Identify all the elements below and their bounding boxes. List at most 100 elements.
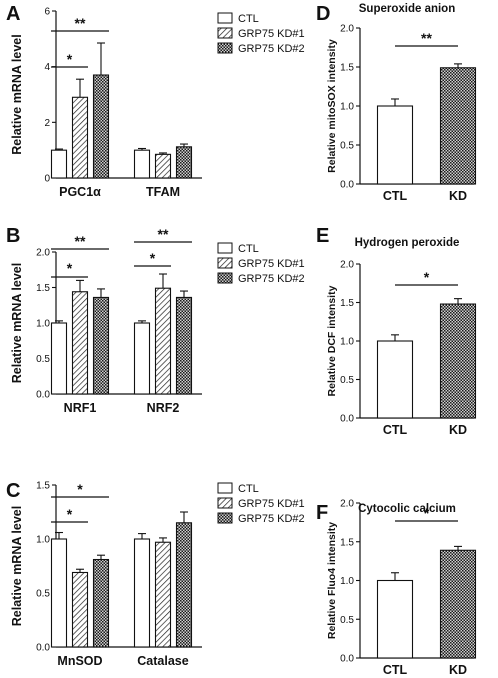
y-tick-label: 1.5 <box>340 537 354 548</box>
legend-label: CTL <box>238 13 259 25</box>
significance-star: * <box>424 505 430 521</box>
panel-b: B 0.0 0.5 1.0 1.5 2.0 Relative mRNA level NRF1 N… <box>6 225 305 415</box>
y-tick-label: 1.5 <box>340 298 354 309</box>
y-axis-label: Relative Fluo4 intensity <box>326 522 338 639</box>
bar <box>439 549 477 659</box>
y-tick-label: 0.0 <box>340 654 354 665</box>
y-tick-label: 0.5 <box>340 141 354 152</box>
significance-star: * <box>77 481 83 497</box>
panel-e: E Hydrogen peroxide 0.0 0.5 1.0 1.5 2.0 Relativ… <box>316 225 477 437</box>
y-axis-label: Relative mRNA level <box>10 263 24 383</box>
bar <box>133 538 151 648</box>
y-tick-label: 2.0 <box>36 248 50 259</box>
panel-letter: D <box>316 3 330 25</box>
legend-label: CTL <box>238 483 259 495</box>
y-tick-label: 6 <box>44 7 50 18</box>
bar <box>133 149 151 179</box>
y-tick-label: 1.5 <box>36 481 50 492</box>
legend-swatch <box>217 27 233 39</box>
bar <box>50 538 68 648</box>
bar <box>133 322 151 395</box>
bar <box>50 149 68 179</box>
bar <box>71 96 89 179</box>
y-tick-label: 1.0 <box>340 102 354 113</box>
legend-label: GRP75 KD#2 <box>238 513 305 525</box>
significance-star: ** <box>158 226 169 242</box>
bar <box>376 340 414 419</box>
y-tick-label: 0.5 <box>340 615 354 626</box>
y-axis-label: Relative mitoSOX intensity <box>326 39 338 173</box>
y-axis-label: Relative mRNA level <box>10 506 24 626</box>
y-tick-label: 0 <box>44 174 50 185</box>
category-label: KD <box>449 423 467 437</box>
bar <box>71 571 89 648</box>
bar <box>175 146 193 179</box>
y-tick-label: 0.5 <box>36 589 50 600</box>
chart-title: Superoxide anion <box>359 3 456 15</box>
bar <box>92 296 110 395</box>
panel-c: C 0.0 0.5 1.0 1.5 Relative mRNA level MnSOD Cat… <box>6 480 305 668</box>
panel-letter: C <box>6 480 20 502</box>
bar <box>154 541 172 648</box>
category-label: CTL <box>383 423 408 437</box>
legend-swatch <box>217 242 233 254</box>
category-label: CTL <box>383 189 408 203</box>
legend-swatch <box>217 42 233 54</box>
y-tick-label: 1.5 <box>36 283 50 294</box>
legend-swatch <box>217 512 233 524</box>
legend-swatch <box>217 257 233 269</box>
bar <box>175 522 193 648</box>
panel-letter: F <box>316 502 328 524</box>
bar <box>175 296 193 395</box>
y-tick-label: 2.0 <box>340 260 354 271</box>
bar <box>376 579 414 659</box>
significance-star: ** <box>75 15 86 31</box>
bar <box>92 74 110 179</box>
y-tick-label: 4 <box>44 62 50 73</box>
legend-swatch <box>217 497 233 509</box>
y-tick-label: 0.0 <box>340 414 354 425</box>
y-tick-label: 0.0 <box>36 390 50 401</box>
legend-label: GRP75 KD#1 <box>238 258 305 270</box>
y-axis-label: Relative DCF intensity <box>326 285 338 396</box>
legend-label: GRP75 KD#1 <box>238 28 305 40</box>
category-label: NRF1 <box>64 401 97 415</box>
y-tick-label: 2.0 <box>340 24 354 35</box>
significance-star: * <box>67 51 73 67</box>
chart-title: Cytocolic calcium <box>358 503 456 515</box>
legend-swatch <box>217 482 233 494</box>
panel-letter: B <box>6 225 20 247</box>
legend-label: GRP75 KD#2 <box>238 43 305 55</box>
category-label: NRF2 <box>147 401 180 415</box>
panel-d: D Superoxide anion 0.0 0.5 1.0 1.5 2.0Relative… <box>316 3 477 203</box>
category-label: CTL <box>383 663 408 677</box>
significance-star: * <box>150 250 156 266</box>
category-label: TFAM <box>146 185 180 199</box>
bar <box>71 291 89 395</box>
y-tick-label: 2.0 <box>340 499 354 510</box>
significance-star: * <box>67 260 73 276</box>
legend-label: CTL <box>238 243 259 255</box>
y-tick-label: 1.0 <box>36 319 50 330</box>
bar <box>92 558 110 648</box>
bar <box>376 105 414 185</box>
significance-star: * <box>67 506 73 522</box>
y-tick-label: 0.0 <box>340 180 354 191</box>
category-label: Catalase <box>137 654 188 668</box>
bar <box>154 153 172 179</box>
panel-f: F Cytocolic calcium 0.0 0.5 1.0 1.5 2.0 Relativ… <box>316 499 477 677</box>
bar <box>50 322 68 395</box>
significance-star: ** <box>75 233 86 249</box>
bar <box>439 303 477 419</box>
y-tick-label: 1.5 <box>340 63 354 74</box>
y-tick-label: 1.0 <box>340 337 354 348</box>
panel-letter: A <box>6 3 20 25</box>
category-label: PGC1α <box>59 185 101 199</box>
legend-label: GRP75 KD#2 <box>238 273 305 285</box>
y-axis-label: Relative mRNA level <box>10 34 24 154</box>
y-tick-label: 0.0 <box>36 643 50 654</box>
chart-title: Hydrogen peroxide <box>355 237 460 249</box>
category-label: KD <box>449 189 467 203</box>
bar <box>154 287 172 395</box>
